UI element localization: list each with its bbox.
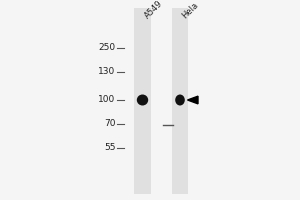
Polygon shape [188,96,198,104]
Text: 250: 250 [98,44,116,52]
Bar [172,8,188,194]
Text: Hela: Hela [180,0,200,20]
Text: 55: 55 [104,144,116,152]
Text: 130: 130 [98,68,116,76]
Ellipse shape [137,95,148,106]
Ellipse shape [175,95,185,106]
Text: 100: 100 [98,96,116,104]
Bar [134,8,151,194]
Text: 70: 70 [104,119,116,129]
Text: A549: A549 [142,0,164,20]
